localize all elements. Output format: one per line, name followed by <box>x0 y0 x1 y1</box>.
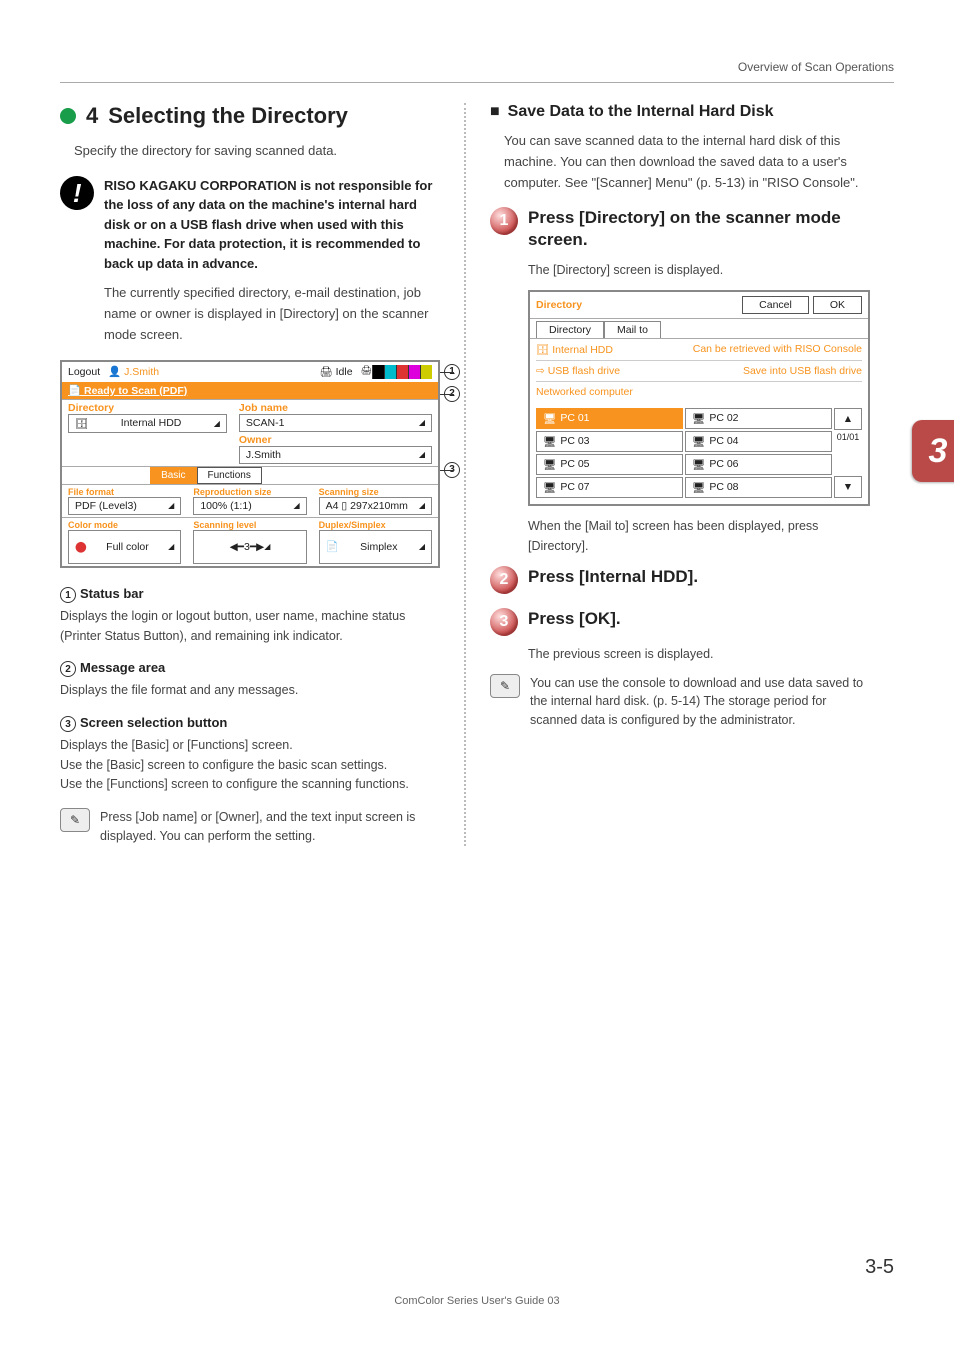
legend-num-1: 1 <box>60 587 76 603</box>
legend-num-2: 2 <box>60 661 76 677</box>
right-column: ■ Save Data to the Internal Hard Disk Yo… <box>470 103 870 846</box>
step-heading-1: Press [Directory] on the scanner mode sc… <box>528 207 870 251</box>
page-indicator: 01/01 <box>834 432 862 442</box>
duplex-label: Duplex/Simplex <box>319 520 432 530</box>
file-format-label: File format <box>68 487 181 497</box>
step-number-2: 2 <box>490 566 518 594</box>
note-icon: ✎ <box>60 808 90 832</box>
pc-05[interactable]: 🖥 PC 05 <box>536 454 683 475</box>
directory-screen-mock: Directory Cancel OK Directory Mail to 🗄 … <box>528 290 870 506</box>
owner-button[interactable]: J.Smith◢ <box>239 446 432 464</box>
color-button[interactable]: ⬤Full color◢ <box>68 530 181 564</box>
logout-button[interactable]: Logout <box>68 366 100 378</box>
scanner-screen-mock: 1 2 3 Logout 👤 J.Smith 🖨 Idle 🖨 <box>60 360 440 568</box>
pc-02[interactable]: 🖥 PC 02 <box>685 408 832 429</box>
pc-07[interactable]: 🖥 PC 07 <box>536 477 683 498</box>
user-name: J.Smith <box>124 366 159 378</box>
pc-08[interactable]: 🖥 PC 08 <box>685 477 832 498</box>
scansize-label: Scanning size <box>319 487 432 497</box>
pc-04[interactable]: 🖥 PC 04 <box>685 431 832 452</box>
legend-body-2: Displays the file format and any message… <box>60 681 440 700</box>
owner-label: Owner <box>239 434 432 446</box>
step-number-3: 3 <box>490 608 518 636</box>
repro-button[interactable]: 100% (1:1)◢ <box>193 497 306 515</box>
directory-label: Directory <box>68 402 227 414</box>
step-body-1: The [Directory] screen is displayed. <box>528 260 870 280</box>
ok-button[interactable]: OK <box>813 296 862 314</box>
cancel-button[interactable]: Cancel <box>742 296 809 314</box>
level-button[interactable]: ◀━3━▶◢ <box>193 530 306 564</box>
chapter-tab: 3 <box>912 420 954 482</box>
intro-text: Specify the directory for saving scanned… <box>74 141 440 162</box>
note-text-left: Press [Job name] or [Owner], and the tex… <box>100 808 440 846</box>
subsection-intro: You can save scanned data to the interna… <box>504 131 870 193</box>
subsection-marker-icon: ■ <box>490 103 500 121</box>
left-column: 4 Selecting the Directory Specify the di… <box>60 103 460 846</box>
note-text-right: You can use the console to download and … <box>530 674 870 730</box>
step-body-3: The previous screen is displayed. <box>528 644 870 664</box>
section-title: Selecting the Directory <box>108 103 348 129</box>
after-warning-text: The currently specified directory, e-mai… <box>104 283 440 345</box>
jobname-label: Job name <box>239 402 432 414</box>
tab-basic[interactable]: Basic <box>150 467 196 484</box>
message-bar: 📄 Ready to Scan (PDF) <box>62 382 438 399</box>
page-footer: ComColor Series User's Guide 03 <box>0 1295 954 1307</box>
after-mock-text: When the [Mail to] screen has been displ… <box>528 516 870 556</box>
legend-num-3: 3 <box>60 716 76 732</box>
file-format-button[interactable]: PDF (Level3)◢ <box>68 497 181 515</box>
scansize-button[interactable]: A4 ▯ 297x210mm◢ <box>319 497 432 515</box>
note-icon: ✎ <box>490 674 520 698</box>
directory-button[interactable]: 🗄 Internal HDD◢ <box>68 414 227 433</box>
subsection-title: Save Data to the Internal Hard Disk <box>508 103 774 121</box>
printer-status: 🖨 Idle <box>319 365 352 378</box>
jobname-button[interactable]: SCAN-1◢ <box>239 414 432 432</box>
tab-mailto[interactable]: Mail to <box>604 321 661 338</box>
scroll-up-button[interactable]: ▲ <box>834 408 862 430</box>
section-bullet-icon <box>60 108 76 124</box>
legend-body-3: Displays the [Basic] or [Functions] scre… <box>60 736 440 794</box>
color-label: Color mode <box>68 520 181 530</box>
ink-indicator: 🖨 <box>361 365 432 379</box>
warning-text: RISO KAGAKU CORPORATION is not responsib… <box>104 176 440 274</box>
dir-internal-hdd[interactable]: 🗄 Internal HDD Can be retrieved with RIS… <box>536 339 862 361</box>
dir-usb[interactable]: ⇨ USB flash drive Save into USB flash dr… <box>536 361 862 382</box>
page-number: 3-5 <box>865 1256 894 1279</box>
pc-03[interactable]: 🖥 PC 03 <box>536 431 683 452</box>
pc-01[interactable]: 🖥 PC 01 <box>536 408 683 429</box>
dir-network: Networked computer <box>536 382 862 402</box>
legend-item-3: 3Screen selection button Displays the [B… <box>60 715 440 795</box>
dir-title: Directory <box>536 299 582 311</box>
legend-item-2: 2Message area Displays the file format a… <box>60 660 440 701</box>
step-number-1: 1 <box>490 207 518 235</box>
step-heading-2: Press [Internal HDD]. <box>528 566 698 588</box>
repro-label: Reproduction size <box>193 487 306 497</box>
duplex-button[interactable]: 📄 Simplex◢ <box>319 530 432 564</box>
pc-06[interactable]: 🖥 PC 06 <box>685 454 832 475</box>
scroll-down-button[interactable]: ▼ <box>834 476 862 498</box>
legend-body-1: Displays the login or logout button, use… <box>60 607 440 646</box>
level-label: Scanning level <box>193 520 306 530</box>
tab-directory[interactable]: Directory <box>536 321 604 338</box>
tab-functions[interactable]: Functions <box>197 467 262 484</box>
legend-item-1: 1Status bar Displays the login or logout… <box>60 586 440 646</box>
step-heading-3: Press [OK]. <box>528 608 621 630</box>
warning-icon: ! <box>57 173 96 212</box>
breadcrumb: Overview of Scan Operations <box>60 60 894 74</box>
header-rule <box>60 82 894 83</box>
section-number: 4 <box>86 103 98 129</box>
